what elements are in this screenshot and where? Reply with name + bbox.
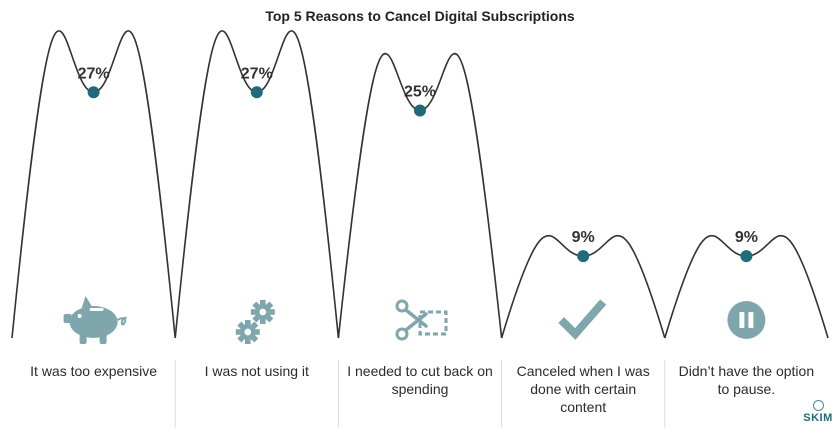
gear-tooth <box>260 300 266 307</box>
scissor-blade <box>404 308 428 328</box>
value-label: 25% <box>404 84 436 101</box>
brand-ring-icon <box>812 400 824 411</box>
piggy-leg <box>79 332 87 344</box>
pause-bar <box>748 312 754 328</box>
category-label: I needed to cut back on spending <box>347 363 493 397</box>
scissor-blade <box>404 312 428 332</box>
chart-title: Top 5 Reasons to Cancel Digital Subscrip… <box>265 8 575 24</box>
gear-hole <box>259 308 267 316</box>
piggy-tail <box>117 316 127 326</box>
piggy-bank-icon <box>63 296 127 344</box>
value-label: 27% <box>241 65 273 82</box>
value-markers <box>87 86 753 263</box>
scissor-ring <box>395 327 409 341</box>
category-label: Canceled when I was done with certain co… <box>516 363 650 415</box>
gear-tooth <box>244 320 251 327</box>
pause-icon <box>727 301 766 339</box>
piggy-body <box>69 306 118 338</box>
scissors-icon <box>395 299 448 341</box>
gear-hole <box>244 328 252 336</box>
piggy-ear <box>81 296 92 308</box>
category-icons <box>63 296 766 344</box>
pause-circle <box>727 301 766 339</box>
checkmark-stroke <box>558 299 607 340</box>
value-label: 9% <box>735 229 758 246</box>
piggy-leg <box>99 332 107 344</box>
value-marker <box>87 86 100 99</box>
peak-curves <box>11 30 829 339</box>
value-marker <box>740 250 753 263</box>
category-dividers <box>174 360 666 428</box>
category-label: I was not using it <box>204 363 309 379</box>
brand-logo: SKIM <box>798 400 838 424</box>
value-marker <box>577 250 590 263</box>
scissor-ring <box>395 299 409 313</box>
gear-tooth <box>260 317 266 324</box>
value-label: 9% <box>572 229 595 246</box>
piggy-eye <box>77 314 82 318</box>
gears-icon <box>235 300 275 344</box>
value-marker <box>250 86 263 99</box>
category-label: It was too expensive <box>30 363 158 379</box>
value-labels: 27% 27% 25% 9% 9% <box>78 65 758 246</box>
value-label: 27% <box>78 65 110 82</box>
category-label: Didn’t have the option to pause. <box>678 363 815 397</box>
brand-name: SKIM <box>803 412 833 424</box>
checkmark-icon <box>558 299 607 340</box>
gear-tooth <box>244 337 251 344</box>
pause-bar <box>739 312 745 328</box>
piggy-snout <box>63 314 72 323</box>
value-marker <box>414 104 426 117</box>
piggy-coin-slot <box>89 308 104 311</box>
